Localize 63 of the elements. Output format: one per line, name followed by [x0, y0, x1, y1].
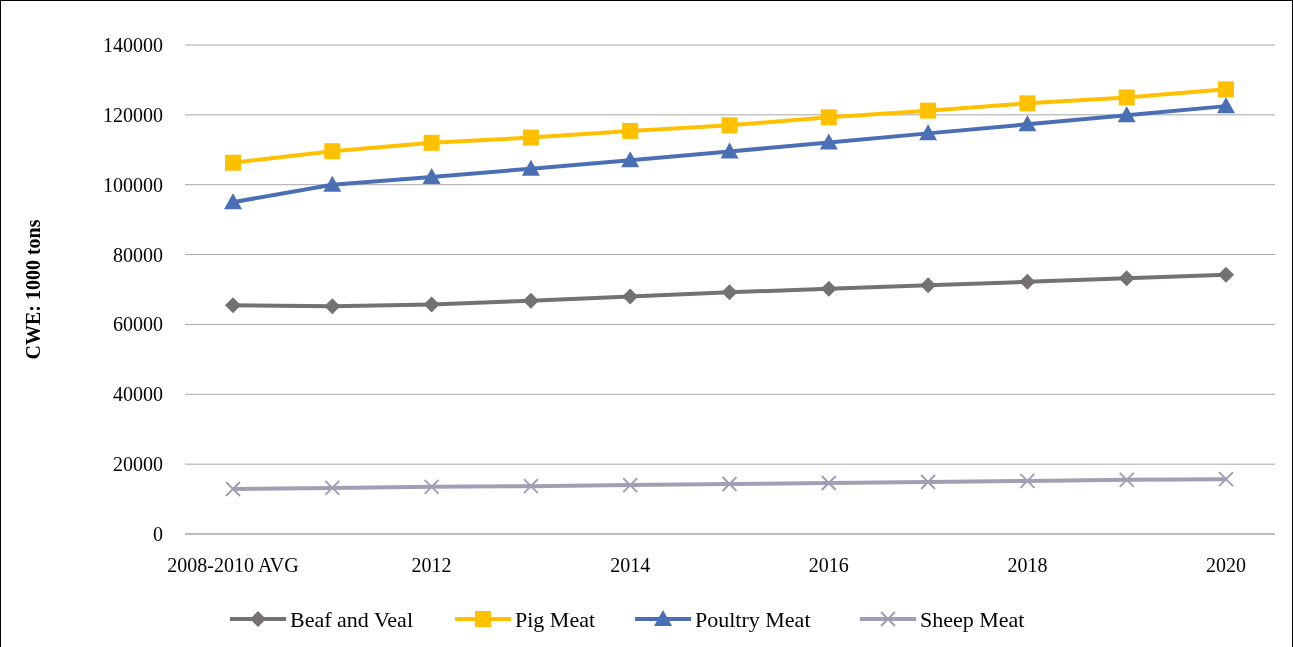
point [521, 159, 540, 176]
point [920, 277, 937, 294]
point [1018, 115, 1037, 132]
point [423, 296, 440, 313]
y-tick-label: 120000 [103, 103, 163, 126]
point [622, 288, 639, 305]
point [820, 475, 837, 491]
x-tick-label: 2008-2010 AVG [167, 554, 299, 576]
point [819, 133, 838, 150]
legend-label: Pig Meat [515, 606, 596, 632]
point [522, 129, 539, 146]
point [820, 109, 837, 126]
point [1217, 97, 1235, 114]
x-tick-label: 2020 [1206, 554, 1246, 576]
point [1118, 270, 1135, 287]
point [1019, 273, 1036, 290]
point [224, 193, 242, 210]
legend-label: Sheep Meat [920, 606, 1025, 632]
point [721, 284, 738, 301]
y-tick-label: 0 [153, 523, 163, 545]
point [1118, 471, 1135, 488]
x-tick-label: 2018 [1007, 554, 1048, 576]
point [1117, 106, 1136, 123]
y-tick-label: 100000 [103, 173, 163, 196]
y-axis-title: CWE: 1000 tons [22, 219, 44, 360]
point [920, 473, 937, 490]
x-tick-label: 2014 [610, 554, 651, 576]
point [423, 134, 440, 151]
point [522, 292, 539, 309]
point [422, 168, 441, 185]
point [324, 143, 341, 160]
point [324, 298, 341, 315]
point [522, 478, 539, 495]
point [225, 480, 241, 497]
point [423, 478, 440, 495]
point [621, 151, 640, 168]
legend-label: Beaf and Veal [290, 606, 413, 632]
y-tick-label: 20000 [113, 453, 163, 476]
point [1218, 266, 1234, 283]
point [622, 122, 639, 139]
point [721, 117, 738, 134]
point [721, 476, 738, 493]
point [225, 297, 241, 314]
x-tick-label: 2016 [808, 554, 849, 576]
point [1218, 471, 1234, 488]
point [1019, 95, 1036, 112]
point [920, 102, 937, 119]
y-tick-label: 140000 [103, 34, 163, 56]
point [225, 154, 241, 171]
point [720, 142, 739, 159]
point [1019, 472, 1036, 489]
y-tick-label: 40000 [113, 383, 163, 406]
x-tick-label: 2012 [411, 554, 452, 576]
point [919, 124, 938, 141]
point [1118, 89, 1135, 106]
point [622, 477, 639, 494]
y-tick-label: 60000 [113, 313, 163, 336]
point [324, 479, 341, 496]
legend-label: Poultry Meat [695, 606, 811, 632]
point [1218, 81, 1234, 98]
point [820, 280, 837, 297]
point [323, 175, 342, 192]
y-tick-label: 80000 [113, 243, 163, 266]
